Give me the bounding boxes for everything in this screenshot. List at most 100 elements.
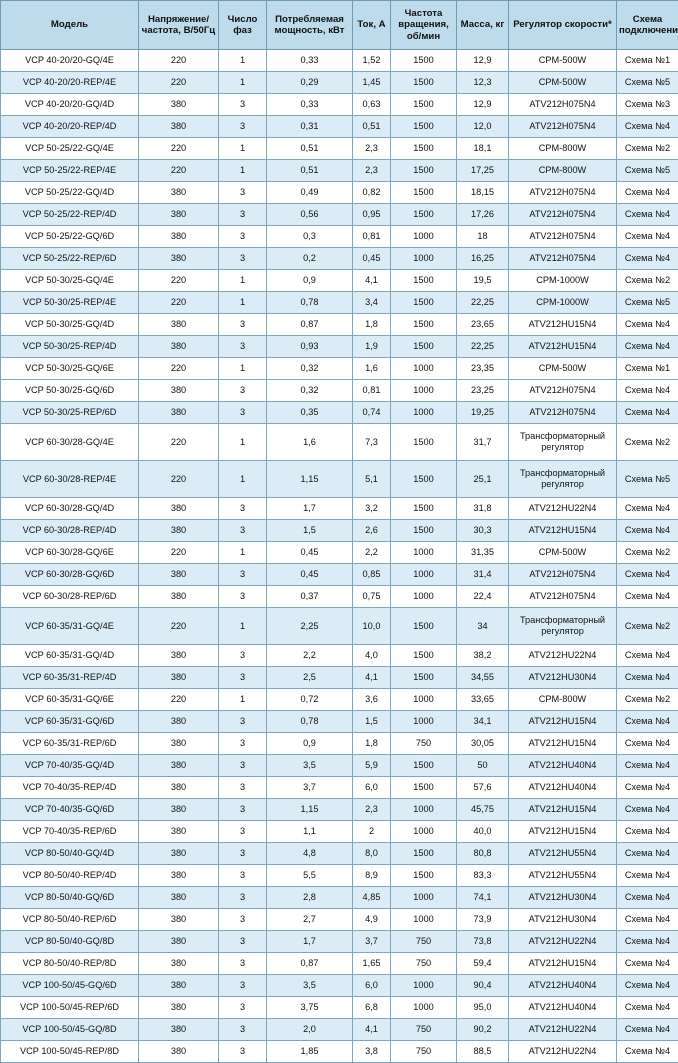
cell-power: 2,2: [267, 645, 353, 667]
cell-power: 0,56: [267, 204, 353, 226]
column-header-scheme: Схема подключения: [617, 1, 678, 50]
cell-rpm: 1000: [391, 542, 457, 564]
cell-model: VCP 60-35/31-GQ/4E: [1, 608, 139, 645]
cell-scheme: Схема №4: [617, 953, 678, 975]
cell-mass: 23,35: [457, 358, 509, 380]
cell-volt: 380: [139, 887, 219, 909]
cell-power: 0,87: [267, 953, 353, 975]
cell-scheme: Схема №4: [617, 564, 678, 586]
cell-phase: 3: [219, 865, 267, 887]
cell-model: VCP 100-50/45-GQ/6D: [1, 975, 139, 997]
cell-reg: ATV212HU15N4: [509, 520, 617, 542]
cell-scheme: Схема №4: [617, 733, 678, 755]
cell-volt: 380: [139, 1019, 219, 1041]
cell-reg: ATV212H075N4: [509, 94, 617, 116]
cell-volt: 380: [139, 564, 219, 586]
cell-reg: ATV212HU22N4: [509, 931, 617, 953]
cell-reg: CPM-800W: [509, 138, 617, 160]
cell-reg: CPM-1000W: [509, 270, 617, 292]
cell-mass: 12,0: [457, 116, 509, 138]
cell-phase: 3: [219, 667, 267, 689]
cell-model: VCP 60-35/31-GQ/4D: [1, 645, 139, 667]
cell-model: VCP 50-30/25-GQ/6E: [1, 358, 139, 380]
cell-power: 2,8: [267, 887, 353, 909]
cell-rpm: 1500: [391, 138, 457, 160]
cell-phase: 3: [219, 975, 267, 997]
cell-power: 0,32: [267, 358, 353, 380]
cell-volt: 380: [139, 865, 219, 887]
cell-model: VCP 50-30/25-REP/6D: [1, 402, 139, 424]
cell-power: 4,8: [267, 843, 353, 865]
cell-rpm: 1000: [391, 226, 457, 248]
cell-volt: 220: [139, 270, 219, 292]
cell-volt: 380: [139, 799, 219, 821]
cell-scheme: Схема №4: [617, 402, 678, 424]
cell-rpm: 1000: [391, 586, 457, 608]
column-header-power: Потребляемая мощность, кВт: [267, 1, 353, 50]
cell-phase: 3: [219, 520, 267, 542]
cell-model: VCP 60-35/31-GQ/6D: [1, 711, 139, 733]
cell-power: 1,1: [267, 821, 353, 843]
cell-phase: 1: [219, 138, 267, 160]
cell-phase: 3: [219, 1019, 267, 1041]
cell-power: 0,45: [267, 564, 353, 586]
cell-model: VCP 40-20/20-REP/4D: [1, 116, 139, 138]
cell-mass: 40,0: [457, 821, 509, 843]
cell-model: VCP 50-30/25-GQ/6D: [1, 380, 139, 402]
cell-rpm: 1500: [391, 72, 457, 94]
cell-reg: ATV212H075N4: [509, 402, 617, 424]
cell-model: VCP 80-50/40-GQ/6D: [1, 887, 139, 909]
cell-mass: 16,25: [457, 248, 509, 270]
cell-volt: 220: [139, 292, 219, 314]
cell-scheme: Схема №2: [617, 608, 678, 645]
cell-rpm: 1500: [391, 608, 457, 645]
cell-curr: 3,2: [353, 498, 391, 520]
cell-scheme: Схема №4: [617, 1041, 678, 1063]
cell-power: 0,78: [267, 711, 353, 733]
cell-power: 0,9: [267, 270, 353, 292]
column-header-mass: Масса, кг: [457, 1, 509, 50]
cell-volt: 380: [139, 116, 219, 138]
cell-mass: 38,2: [457, 645, 509, 667]
cell-scheme: Схема №5: [617, 292, 678, 314]
cell-mass: 17,25: [457, 160, 509, 182]
cell-rpm: 1500: [391, 667, 457, 689]
cell-phase: 3: [219, 799, 267, 821]
cell-model: VCP 40-20/20-GQ/4E: [1, 50, 139, 72]
cell-reg: CPM-800W: [509, 160, 617, 182]
cell-model: VCP 80-50/40-REP/6D: [1, 909, 139, 931]
regulator-line-2: регулятор: [511, 442, 614, 453]
cell-power: 3,75: [267, 997, 353, 1019]
cell-reg: ATV212HU15N4: [509, 953, 617, 975]
cell-scheme: Схема №5: [617, 72, 678, 94]
cell-volt: 220: [139, 542, 219, 564]
cell-reg: ATV212H075N4: [509, 116, 617, 138]
cell-model: VCP 80-50/40-GQ/4D: [1, 843, 139, 865]
cell-volt: 220: [139, 461, 219, 498]
cell-rpm: 1500: [391, 116, 457, 138]
cell-curr: 1,45: [353, 72, 391, 94]
cell-curr: 2,3: [353, 138, 391, 160]
cell-model: VCP 70-40/35-GQ/4D: [1, 755, 139, 777]
cell-volt: 380: [139, 843, 219, 865]
cell-volt: 380: [139, 248, 219, 270]
cell-curr: 1,5: [353, 711, 391, 733]
cell-rpm: 1500: [391, 755, 457, 777]
cell-phase: 3: [219, 182, 267, 204]
cell-power: 2,5: [267, 667, 353, 689]
cell-scheme: Схема №4: [617, 204, 678, 226]
